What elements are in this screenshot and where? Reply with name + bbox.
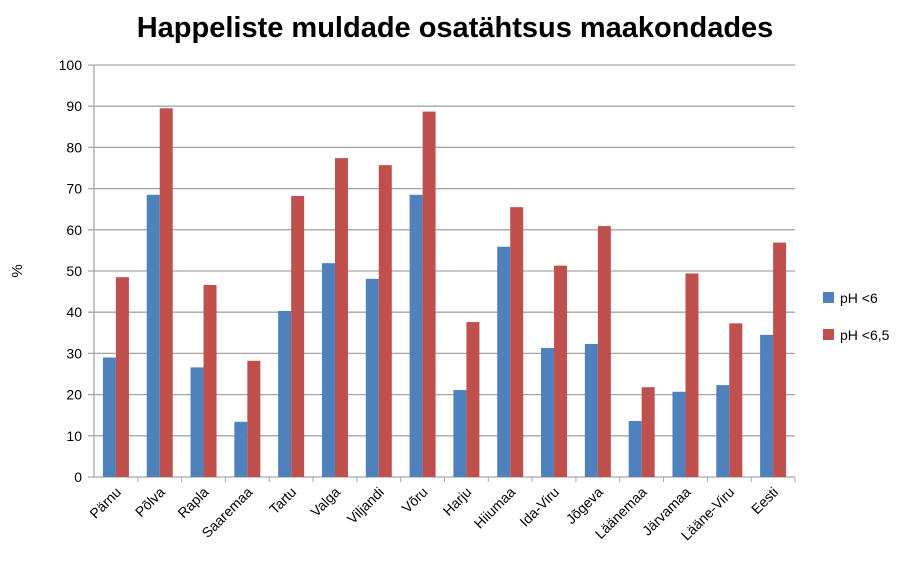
bar-ph65 <box>159 108 173 477</box>
bar-ph65 <box>729 323 743 477</box>
y-tick-label: 10 <box>66 428 82 444</box>
bar-ph6 <box>760 334 774 477</box>
y-tick-label: 50 <box>66 263 82 279</box>
bar-ph65 <box>334 158 348 477</box>
y-tick-label: 70 <box>66 181 82 197</box>
bar-ph6 <box>321 263 335 477</box>
bar-ph6 <box>453 390 467 477</box>
legend-swatch <box>823 329 834 340</box>
bar-ph6 <box>672 391 686 477</box>
y-axis-label: % <box>9 264 26 277</box>
bar-ph65 <box>291 196 305 478</box>
bar-ph6 <box>365 278 379 477</box>
y-tick-label: 40 <box>66 304 82 320</box>
x-tick-label: Eesti <box>748 484 781 517</box>
bar-ph65 <box>597 226 611 477</box>
bar-ph6 <box>278 310 292 477</box>
bar-ph6 <box>190 367 204 477</box>
bar-ph65 <box>247 360 261 477</box>
x-tick-label: Harju <box>440 484 475 519</box>
legend-label: pH <6,5 <box>840 327 890 343</box>
x-tick-label: Valga <box>307 484 343 520</box>
x-tick-label: Hiiumaa <box>471 484 519 532</box>
y-tick-label: 60 <box>66 222 82 238</box>
bar-ph65 <box>203 285 217 477</box>
bar-ph6 <box>409 194 423 477</box>
x-tick-label: Põlva <box>132 484 168 520</box>
y-tick-label: 100 <box>59 57 83 73</box>
x-tick-label: Tartu <box>266 484 299 517</box>
bar-ph6 <box>234 421 248 477</box>
bar-ph65 <box>773 242 787 477</box>
bar-ph65 <box>378 165 392 477</box>
x-tick-label: Viljandi <box>344 484 387 527</box>
bar-ph6 <box>628 420 642 477</box>
bar-ph65 <box>685 273 699 477</box>
x-tick-label: Pärnu <box>86 484 124 522</box>
y-tick-label: 30 <box>66 345 82 361</box>
x-tick-label: Rapla <box>174 484 211 521</box>
bar-ph6 <box>102 357 116 477</box>
bar-ph65 <box>115 277 129 477</box>
legend-label: pH <6 <box>840 290 878 306</box>
y-tick-label: 80 <box>66 139 82 155</box>
bar-ph65 <box>641 387 655 477</box>
legend-swatch <box>823 292 834 303</box>
x-tick-label: Jõgeva <box>563 484 606 527</box>
y-tick-label: 90 <box>66 98 82 114</box>
bar-ph6 <box>716 385 730 477</box>
x-tick-label: Ida-Viru <box>516 484 562 530</box>
bar-ph6 <box>146 194 160 477</box>
bar-ph65 <box>554 265 568 477</box>
bar-ph65 <box>422 111 436 477</box>
y-tick-label: 20 <box>66 387 82 403</box>
y-tick-label: 0 <box>74 469 82 485</box>
bar-ph6 <box>497 246 511 477</box>
x-tick-label: Võru <box>398 484 430 516</box>
bar-ph65 <box>466 322 480 477</box>
chart-title: Happeliste muldade osatähtsus maakondade… <box>137 12 774 44</box>
bar-ph65 <box>510 207 524 477</box>
bar-ph6 <box>541 348 555 477</box>
bar-ph6 <box>584 343 598 477</box>
